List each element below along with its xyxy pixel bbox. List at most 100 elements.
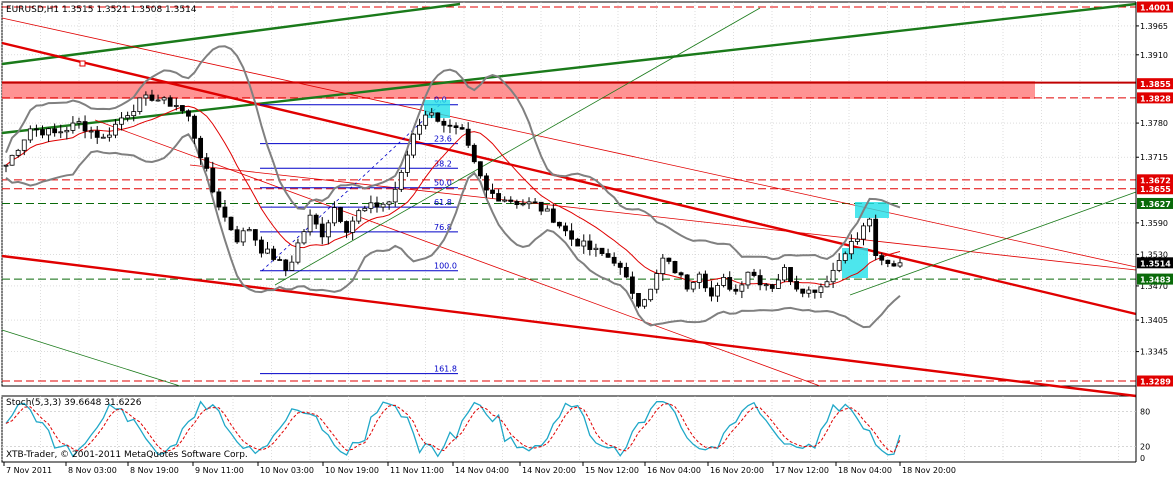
candle-body xyxy=(411,133,416,156)
candle-body xyxy=(617,262,623,268)
resistance-zone-layer xyxy=(2,81,1035,99)
candle-body xyxy=(137,97,143,112)
price-tag-label: 1.3855 xyxy=(1140,80,1171,89)
price-tag-label: 1.3672 xyxy=(1140,176,1171,185)
candle-body xyxy=(733,288,739,292)
candle-body xyxy=(794,281,800,290)
fibonacci-level-label: 161.8 xyxy=(434,365,457,374)
candle-body xyxy=(544,208,550,212)
candle-body xyxy=(380,203,386,208)
candle-body xyxy=(429,112,435,116)
time-tick-label: 7 Nov 2011 xyxy=(6,466,52,475)
candle-body xyxy=(271,248,276,260)
candle-body xyxy=(404,154,410,173)
price-tick-label: 1.3965 xyxy=(1140,22,1168,31)
candle-body xyxy=(484,175,489,191)
price-tick-label: 1.3590 xyxy=(1140,219,1168,228)
price-tag-label: 1.3483 xyxy=(1140,276,1171,285)
candle-body xyxy=(727,277,733,290)
price-tag-label: 1.3655 xyxy=(1140,185,1171,194)
candle-body xyxy=(301,231,307,244)
candle-body xyxy=(496,193,502,202)
candle-body xyxy=(587,240,593,250)
candle-body xyxy=(721,277,727,286)
candle-body xyxy=(873,218,879,256)
time-tick-label: 8 Nov 19:00 xyxy=(130,466,179,475)
candle-body xyxy=(252,229,258,241)
candle-body xyxy=(325,222,331,238)
candle-body xyxy=(660,257,666,274)
candle-body xyxy=(684,274,690,290)
candle-body xyxy=(58,131,64,134)
candle-body xyxy=(173,105,179,107)
candle-body xyxy=(569,230,574,240)
candle-body xyxy=(265,248,270,254)
candle-body xyxy=(70,122,76,131)
stochastic-tick-label: 80 xyxy=(1140,408,1150,417)
candle-body xyxy=(423,114,429,126)
candle-body xyxy=(593,247,599,250)
highlight-box xyxy=(842,248,868,278)
candle-body xyxy=(855,238,860,242)
price-tag-label: 1.4001 xyxy=(1140,4,1171,13)
horizontal-levels-layer xyxy=(2,6,1136,382)
candle-body xyxy=(246,229,252,232)
candle-body xyxy=(654,273,660,290)
candle-body xyxy=(216,191,222,208)
candle-body xyxy=(879,255,885,261)
candle-body xyxy=(538,201,544,212)
candle-body xyxy=(15,149,21,156)
candle-body xyxy=(386,201,392,205)
candle-body xyxy=(100,136,106,139)
candle-body xyxy=(259,239,264,254)
candle-body xyxy=(769,284,775,289)
price-tick-label: 1.3470 xyxy=(1140,282,1168,291)
candle-body xyxy=(198,137,204,159)
candle-body xyxy=(709,287,714,297)
candle-body xyxy=(307,214,313,233)
candle-body xyxy=(885,259,891,264)
candle-body xyxy=(113,123,118,136)
trendlines-layer xyxy=(1,2,1137,398)
candle-body xyxy=(125,115,131,119)
candle-body xyxy=(867,218,872,227)
candle-body xyxy=(119,117,124,125)
candle-body xyxy=(836,260,842,271)
candle-body xyxy=(630,276,635,294)
candle-body xyxy=(581,240,587,247)
candle-body xyxy=(338,207,343,222)
candle-body xyxy=(751,271,757,276)
candle-body xyxy=(52,128,58,134)
candle-body xyxy=(82,121,88,132)
candle-body xyxy=(161,97,167,101)
bollinger-upper-band xyxy=(5,45,901,261)
candle-body xyxy=(27,128,33,141)
candle-body xyxy=(848,241,854,255)
candle-body xyxy=(76,121,82,124)
fibonacci-level-label: 38.2 xyxy=(434,159,452,168)
candle-body xyxy=(666,257,672,262)
candle-body xyxy=(672,261,678,274)
candle-body xyxy=(818,286,824,293)
highlight-box xyxy=(855,202,889,218)
candle-body xyxy=(210,167,216,193)
candle-body xyxy=(550,208,556,223)
fibonacci-level-label: 50.0 xyxy=(434,179,452,188)
candle-body xyxy=(313,214,319,225)
candle-body xyxy=(106,134,112,138)
fibonacci-base-line xyxy=(261,104,441,271)
candle-body xyxy=(234,229,240,243)
candle-body xyxy=(861,225,866,240)
stochastic-tick-label: 20 xyxy=(1140,442,1150,451)
candle-body xyxy=(806,289,812,294)
candle-body xyxy=(702,273,708,289)
candle-body xyxy=(192,115,197,139)
candle-body xyxy=(514,201,520,205)
candle-body xyxy=(800,288,806,294)
time-tick-label: 16 Nov 20:00 xyxy=(710,466,764,475)
green-channel-top-line xyxy=(1,2,461,66)
candle-body xyxy=(623,266,629,278)
candle-body xyxy=(447,124,453,127)
